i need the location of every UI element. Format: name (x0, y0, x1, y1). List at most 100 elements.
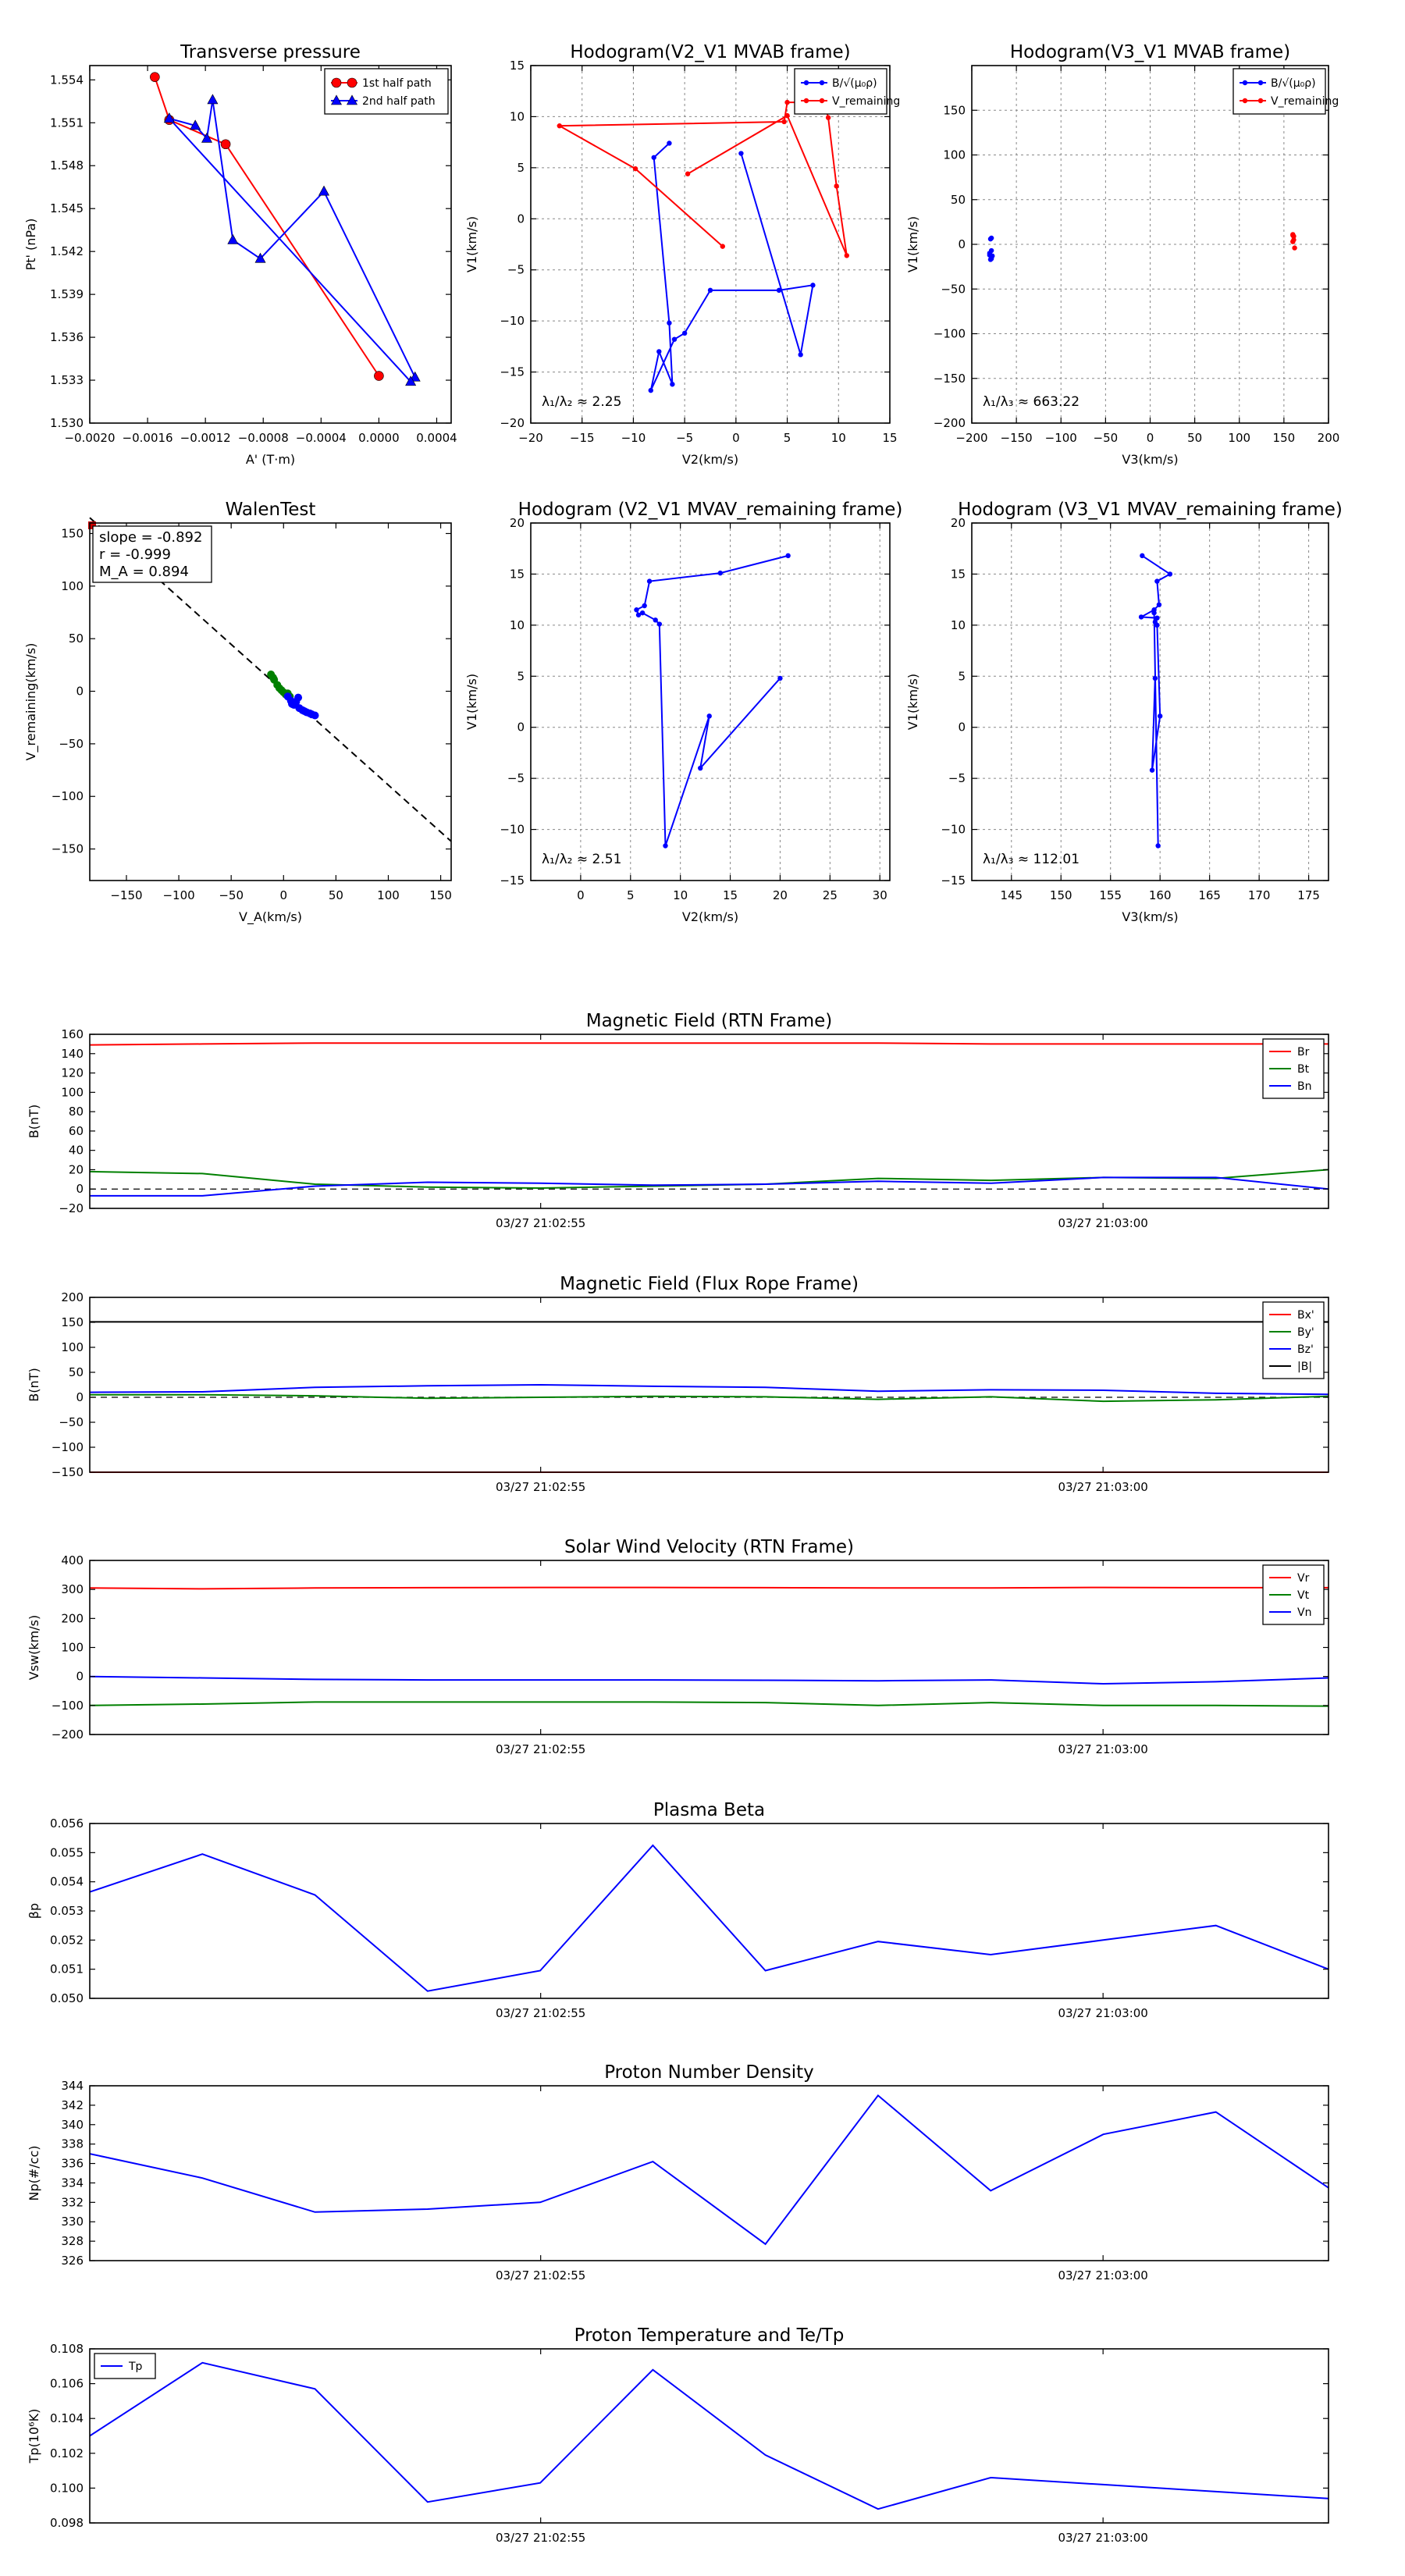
data-point (409, 371, 421, 382)
data-point (987, 257, 994, 262)
x-tick-label: −150 (1001, 431, 1033, 445)
y-tick-label: 326 (61, 2254, 84, 2268)
data-point (1140, 553, 1145, 559)
data-point (706, 713, 712, 719)
legend-entry: Bx' (1297, 1309, 1314, 1322)
y-tick-label: 10 (951, 618, 966, 632)
x-tick-label: −0.0008 (238, 431, 289, 445)
y-tick-label: 0.108 (50, 2342, 84, 2356)
legend-marker (1257, 80, 1264, 86)
data-point (1157, 713, 1163, 719)
legend-entry: B/√(μ₀ρ) (832, 77, 877, 90)
series-line-Vn (89, 1675, 1329, 1685)
x-tick-label: 0 (280, 888, 288, 902)
y-tick-label: 300 (61, 1582, 84, 1596)
x-tick-label: −15 (570, 431, 595, 445)
y-tick-label: 120 (61, 1066, 84, 1080)
legend: Bx' By' Bz' |B| (1262, 1301, 1325, 1379)
legend-entry: 1st half path (362, 77, 432, 90)
outlier-point (88, 521, 96, 529)
axes-frame (971, 522, 1329, 881)
y-tick-label: 80 (69, 1105, 84, 1119)
axes-frame (530, 522, 891, 881)
y-tick-label: 140 (61, 1047, 84, 1061)
annotation: λ₁/λ₂ ≈ 2.25 (542, 394, 621, 410)
time-tick-label: 03/27 21:02:55 (496, 2006, 585, 2020)
data-point (1138, 614, 1144, 620)
y-axis-label: Vsw(km/s) (27, 1615, 41, 1680)
data-point (653, 617, 658, 623)
data-point (663, 843, 668, 849)
chart-title: Magnetic Field (Flux Rope Frame) (560, 1274, 859, 1294)
legend-entry: V_remaining (832, 95, 900, 108)
y-tick-label: 200 (61, 1290, 84, 1304)
x-tick-label: 175 (1297, 888, 1320, 902)
y-axis-label: B(nT) (27, 1105, 41, 1138)
data-point (784, 99, 790, 105)
x-axis-label: V_A(km/s) (239, 909, 302, 925)
series-line-beta (89, 1844, 1329, 1992)
x-tick-label: 0 (577, 888, 585, 902)
data-point (698, 765, 703, 771)
axes-frame (89, 522, 452, 881)
panel-hodogram-v3-v1-mvab: −200 −150 −100 −50 0 50 100 150 200 −200 −150 −100 −… (905, 42, 1339, 467)
y-tick-label: −20 (500, 416, 525, 430)
time-tick-label: 03/27 21:03:00 (1058, 1216, 1147, 1230)
data-point (294, 693, 303, 702)
data-point (1154, 622, 1160, 628)
y-tick-label: 1.545 (50, 201, 84, 215)
legend: Tp (94, 2353, 156, 2379)
data-point (784, 112, 790, 119)
panel-transverse-pressure: −0.0020 −0.0016 −0.0012 −0.0008 −0.0004 0.000… (23, 42, 457, 467)
axes-frame (89, 1823, 1329, 1999)
data-point (288, 699, 297, 708)
y-tick-label: −100 (52, 1440, 84, 1454)
y-tick-label: 328 (61, 2234, 84, 2248)
data-point (988, 247, 994, 254)
series-line-0 (1138, 555, 1172, 846)
y-tick-label: 1.533 (50, 373, 84, 387)
y-axis-label: V1(km/s) (464, 674, 479, 730)
data-point (656, 621, 663, 627)
y-tick-label: 50 (951, 193, 966, 207)
panel-magnetic-field-rtn: 03/27 21:02:55 03/27 21:03:00 −20 0 20 40 60 80… (27, 1011, 1329, 1230)
x-tick-label: 20 (773, 888, 788, 902)
data-point (220, 139, 231, 150)
y-tick-label: 10 (510, 618, 525, 632)
y-tick-label: 0.051 (50, 1962, 84, 1976)
data-point (720, 244, 725, 249)
y-tick-label: −50 (59, 737, 84, 751)
axes-frame (971, 65, 1329, 424)
x-tick-label: 150 (1273, 431, 1296, 445)
legend-marker (803, 98, 809, 104)
data-point (717, 570, 723, 576)
legend-box (1262, 1301, 1325, 1379)
axes-frame (89, 65, 452, 424)
chart-title: Magnetic Field (RTN Frame) (586, 1011, 833, 1031)
x-tick-label: −100 (1045, 431, 1077, 445)
x-tick-label: 100 (1228, 431, 1250, 445)
y-tick-label: 336 (61, 2157, 84, 2171)
data-point (1291, 237, 1297, 243)
data-point (227, 233, 239, 244)
data-point (634, 607, 639, 613)
y-tick-label: 0.054 (50, 1875, 84, 1889)
legend-marker (819, 80, 825, 86)
y-tick-label: 0.098 (50, 2516, 84, 2530)
y-tick-label: 400 (61, 1553, 84, 1567)
y-tick-label: −10 (941, 823, 966, 837)
chart-title: Proton Temperature and Te/Tp (574, 2325, 845, 2346)
x-tick-label: 0.0000 (358, 431, 400, 445)
y-tick-label: 100 (61, 1085, 84, 1099)
y-tick-label: −100 (934, 327, 966, 341)
legend: Br Bt Bn (1262, 1038, 1325, 1099)
y-tick-label: 1.548 (50, 158, 84, 173)
y-tick-label: 160 (61, 1027, 84, 1041)
x-tick-label: 160 (1149, 888, 1172, 902)
data-point (844, 253, 850, 258)
stats-line: r = -0.999 (99, 546, 171, 563)
time-tick-label: 03/27 21:02:55 (496, 1742, 585, 1756)
y-tick-label: 1.539 (50, 287, 84, 301)
data-point (834, 183, 839, 189)
